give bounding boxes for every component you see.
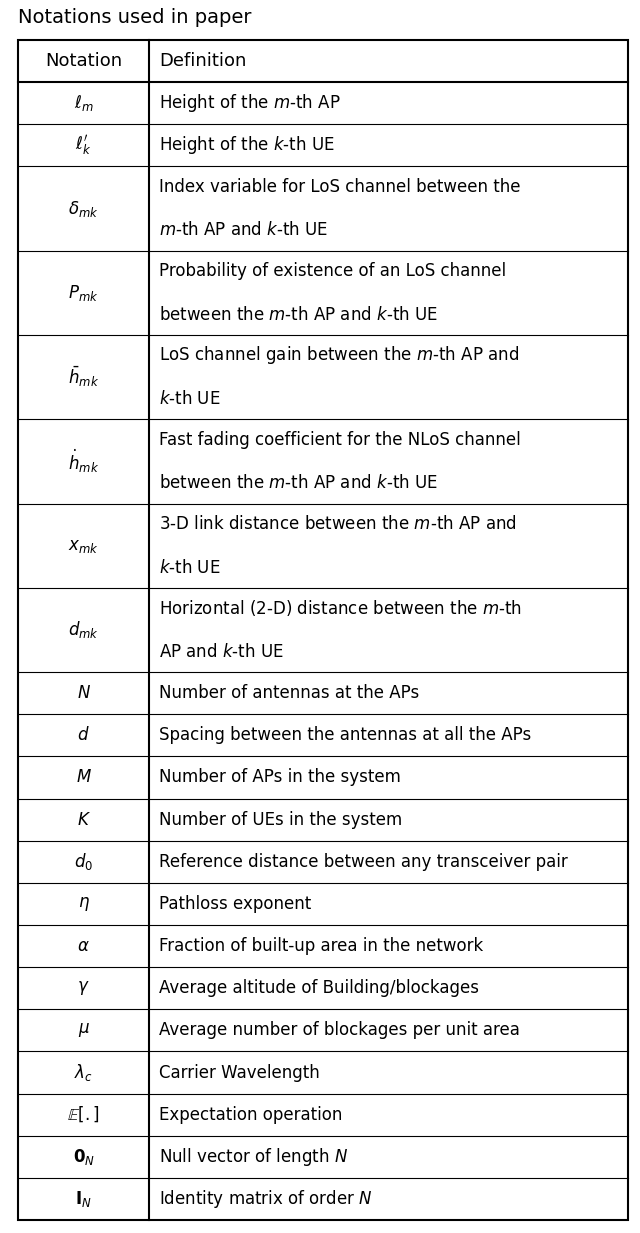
Text: $M$: $M$: [76, 768, 92, 787]
Text: $\ell^{\prime}_k$: $\ell^{\prime}_k$: [76, 133, 92, 158]
Text: $k$-th UE: $k$-th UE: [159, 390, 221, 408]
Text: $x_{mk}$: $x_{mk}$: [68, 536, 99, 555]
Text: Fast fading coefficient for the NLoS channel: Fast fading coefficient for the NLoS cha…: [159, 430, 521, 449]
Text: Fraction of built-up area in the network: Fraction of built-up area in the network: [159, 937, 483, 956]
Text: AP and $k$-th UE: AP and $k$-th UE: [159, 642, 284, 661]
Text: Carrier Wavelength: Carrier Wavelength: [159, 1064, 320, 1081]
Text: $\delta_{mk}$: $\delta_{mk}$: [68, 199, 99, 218]
Text: Pathloss exponent: Pathloss exponent: [159, 895, 312, 912]
Text: Notations used in paper: Notations used in paper: [18, 7, 252, 27]
Text: Number of antennas at the APs: Number of antennas at the APs: [159, 684, 419, 703]
Text: Height of the $m$-th AP: Height of the $m$-th AP: [159, 92, 340, 115]
Text: Definition: Definition: [159, 52, 246, 70]
Text: $\ell_m$: $\ell_m$: [74, 94, 93, 113]
Text: $N$: $N$: [77, 684, 91, 703]
Text: Spacing between the antennas at all the APs: Spacing between the antennas at all the …: [159, 726, 531, 745]
Text: between the $m$-th AP and $k$-th UE: between the $m$-th AP and $k$-th UE: [159, 306, 438, 324]
Text: $k$-th UE: $k$-th UE: [159, 559, 221, 577]
Text: $d_{mk}$: $d_{mk}$: [68, 619, 99, 640]
Text: $\lambda_c$: $\lambda_c$: [74, 1062, 93, 1083]
Text: Identity matrix of order $N$: Identity matrix of order $N$: [159, 1187, 373, 1210]
Text: 3-D link distance between the $m$-th AP and: 3-D link distance between the $m$-th AP …: [159, 515, 517, 533]
Text: Index variable for LoS channel between the: Index variable for LoS channel between t…: [159, 178, 521, 196]
Text: $d$: $d$: [77, 726, 90, 745]
Text: Expectation operation: Expectation operation: [159, 1106, 342, 1123]
Text: Number of UEs in the system: Number of UEs in the system: [159, 810, 403, 829]
Text: $\gamma$: $\gamma$: [77, 979, 90, 997]
Text: $\bar{h}_{mk}$: $\bar{h}_{mk}$: [68, 365, 99, 390]
Text: Number of APs in the system: Number of APs in the system: [159, 768, 401, 787]
Text: $K$: $K$: [77, 810, 91, 829]
Text: Average altitude of Building/blockages: Average altitude of Building/blockages: [159, 979, 479, 997]
Text: Height of the $k$-th UE: Height of the $k$-th UE: [159, 134, 335, 157]
Text: between the $m$-th AP and $k$-th UE: between the $m$-th AP and $k$-th UE: [159, 475, 438, 492]
Text: $\mathbf{0}_N$: $\mathbf{0}_N$: [72, 1147, 95, 1166]
Text: $\dot{h}_{mk}$: $\dot{h}_{mk}$: [68, 448, 99, 475]
Text: $\mathbb{E}[.]$: $\mathbb{E}[.]$: [67, 1105, 100, 1124]
Text: $\mathbf{I}_N$: $\mathbf{I}_N$: [75, 1189, 92, 1208]
Text: $\mu$: $\mu$: [77, 1021, 90, 1039]
Text: Null vector of length $N$: Null vector of length $N$: [159, 1145, 348, 1168]
Text: Notation: Notation: [45, 52, 122, 70]
Text: $\eta$: $\eta$: [77, 895, 90, 912]
Text: LoS channel gain between the $m$-th AP and: LoS channel gain between the $m$-th AP a…: [159, 344, 519, 366]
Text: $m$-th AP and $k$-th UE: $m$-th AP and $k$-th UE: [159, 222, 328, 239]
Text: Average number of blockages per unit area: Average number of blockages per unit are…: [159, 1021, 520, 1039]
Text: $d_0$: $d_0$: [74, 851, 93, 872]
Text: Probability of existence of an LoS channel: Probability of existence of an LoS chann…: [159, 261, 506, 280]
Text: Horizontal (2-D) distance between the $m$-th: Horizontal (2-D) distance between the $m…: [159, 598, 522, 618]
Text: $P_{mk}$: $P_{mk}$: [68, 282, 99, 303]
Text: Reference distance between any transceiver pair: Reference distance between any transceiv…: [159, 853, 568, 870]
Text: $\alpha$: $\alpha$: [77, 937, 90, 956]
